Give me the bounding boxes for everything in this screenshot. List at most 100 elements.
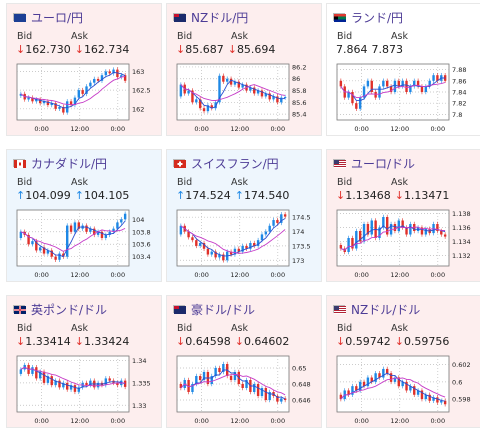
candle-body xyxy=(398,221,400,232)
rate-card[interactable]: NZドル/ドル Bid Ask ↓0.59742 ↓0.59756 0.602 0.6 0.5… xyxy=(326,295,480,428)
bid-ask-labels: Bid Ask xyxy=(177,177,285,188)
candle-body xyxy=(78,90,80,97)
rate-card[interactable]: ユーロ/ドル Bid Ask ↓1.13468 ↓1.13471 1.138 1.136 1.… xyxy=(326,149,480,282)
bid-label: Bid xyxy=(177,323,231,334)
y-tick-label: 174 xyxy=(292,228,304,236)
candle-body xyxy=(398,81,400,87)
candle-body xyxy=(203,108,205,111)
pair-title[interactable]: スイスフラン/円 xyxy=(173,155,279,171)
candle-body xyxy=(35,367,37,378)
candle-body xyxy=(105,71,107,75)
x-tick-label: 0:00 xyxy=(354,125,369,133)
bid-value: ↑104.099 xyxy=(16,189,71,202)
candle-body xyxy=(124,214,126,220)
candle-body xyxy=(191,237,193,240)
mini-candlestick-chart[interactable]: 0.602 0.6 0.598 0:00 12:00 0:00 xyxy=(335,354,475,426)
bid-ask-labels: Bid Ask xyxy=(177,31,285,42)
rate-card[interactable]: ランド/円 Bid Ask 7.864 7.873 7.88 7.86 7.84 7.82 7.8… xyxy=(326,3,480,136)
nz-flag-icon xyxy=(173,13,185,21)
chart-svg: 0.650.6480.6460:00 12:00 0:00 xyxy=(175,354,315,426)
candle-body xyxy=(394,224,396,231)
mini-candlestick-chart[interactable]: 0.65 0.648 0.646 0:00 12:00 0:00 xyxy=(175,354,315,426)
pair-title[interactable]: カナダドル/円 xyxy=(13,155,107,171)
candle-body xyxy=(39,247,41,250)
bid-ask-labels: Bid Ask xyxy=(337,323,445,334)
rate-card[interactable]: スイスフラン/円 Bid Ask ↑174.524 ↑174.540 174.5 174 17… xyxy=(166,149,322,282)
mini-candlestick-chart[interactable]: 7.88 7.86 7.84 7.82 7.8 0:00 12:00 0:00 xyxy=(335,62,475,134)
ask-value: ↓1.13471 xyxy=(395,189,450,202)
rate-card[interactable]: 豪ドル/ドル Bid Ask ↓0.64598 ↓0.64602 0.65 0.648 0.6… xyxy=(166,295,322,428)
candle-body xyxy=(378,86,380,97)
y-tick-label: 0.65 xyxy=(292,365,306,373)
ask-label: Ask xyxy=(71,323,125,334)
x-tick-label: 12:00 xyxy=(230,271,249,279)
rate-card[interactable]: NZドル/円 Bid Ask ↓85.687 ↓85.694 86.2 86 85.8 85.6… xyxy=(166,3,322,136)
y-tick-label: 104 xyxy=(132,216,144,224)
candle-body xyxy=(43,372,45,383)
pair-title[interactable]: ランド/円 xyxy=(333,9,403,25)
candle-body xyxy=(31,367,33,374)
y-tick-label: 1.335 xyxy=(132,379,151,387)
y-tick-label: 174.5 xyxy=(292,214,311,222)
y-tick-label: 85.4 xyxy=(292,111,306,119)
candle-body xyxy=(371,221,373,235)
mini-candlestick-chart[interactable]: 86.2 86 85.8 85.6 85.4 0:00 12:00 0:00 xyxy=(175,62,315,134)
bid-ask-values: ↓162.730 ↓162.734 xyxy=(16,43,133,56)
rate-card[interactable]: カナダドル/円 Bid Ask ↑104.099 ↑104.105 104 103.8 103… xyxy=(6,149,162,282)
candle-body xyxy=(97,79,99,81)
mini-candlestick-chart[interactable]: 163 162.5 162 0:00 12:00 0:00 xyxy=(15,62,155,134)
candle-body xyxy=(425,86,427,92)
candle-body xyxy=(405,81,407,92)
candle-body xyxy=(359,98,361,109)
y-tick-label: 162 xyxy=(132,105,144,113)
candle-body xyxy=(432,75,434,81)
pair-name: スイスフラン/円 xyxy=(191,155,279,172)
x-tick-label: 12:00 xyxy=(230,417,249,425)
pair-title[interactable]: 豪ドル/ドル xyxy=(173,301,255,317)
x-tick-label: 12:00 xyxy=(390,417,409,425)
bid-ask-values: ↓1.33414 ↓1.33424 xyxy=(16,335,133,348)
candle-body xyxy=(108,378,110,380)
y-tick-label: 85.6 xyxy=(292,99,306,107)
bid-ask-labels: Bid Ask xyxy=(337,31,445,42)
x-tick-label: 0:00 xyxy=(110,271,125,279)
y-tick-label: 1.138 xyxy=(452,210,471,218)
pair-title[interactable]: ユーロ/ドル xyxy=(333,155,415,171)
pair-title[interactable]: NZドル/ドル xyxy=(333,301,420,317)
pair-name: 豪ドル/ドル xyxy=(191,301,255,318)
y-tick-label: 0.648 xyxy=(292,381,311,389)
arrow-down-icon: ↓ xyxy=(16,43,25,56)
candle-body xyxy=(265,388,267,400)
bid-value: ↓0.59742 xyxy=(336,335,391,348)
bid-label: Bid xyxy=(337,31,391,42)
bid-label: Bid xyxy=(17,323,71,334)
rate-card[interactable]: ユーロ/円 Bid Ask ↓162.730 ↓162.734 163 162.5 162 0:… xyxy=(6,3,162,136)
bid-ask-labels: Bid Ask xyxy=(337,177,445,188)
candle-body xyxy=(241,384,243,388)
candle-body xyxy=(440,231,442,235)
x-tick-label: 0:00 xyxy=(354,417,369,425)
pair-name: NZドル/ドル xyxy=(351,301,420,318)
pair-title[interactable]: 英ポンド/ドル xyxy=(13,301,107,317)
candle-body xyxy=(58,254,60,260)
mini-candlestick-chart[interactable]: 1.138 1.136 1.134 1.132 0:00 12:00 0:00 xyxy=(335,208,475,280)
pair-title[interactable]: ユーロ/円 xyxy=(13,9,83,25)
candle-body xyxy=(195,99,197,102)
x-tick-label: 12:00 xyxy=(230,125,249,133)
arrow-down-icon: ↓ xyxy=(336,189,345,202)
candle-body xyxy=(195,240,197,246)
mini-candlestick-chart[interactable]: 174.5 174 173.5 173 0:00 12:00 0:00 xyxy=(175,208,315,280)
ask-value: ↑174.540 xyxy=(235,189,290,202)
candle-body xyxy=(199,376,201,380)
pair-title[interactable]: NZドル/円 xyxy=(173,9,248,25)
y-tick-label: 163 xyxy=(132,68,144,76)
arrow-down-icon: ↓ xyxy=(176,335,185,348)
candle-body xyxy=(226,79,228,82)
mini-candlestick-chart[interactable]: 1.34 1.335 1.33 0:00 12:00 0:00 xyxy=(15,354,155,426)
rate-card[interactable]: 英ポンド/ドル Bid Ask ↓1.33414 ↓1.33424 1.34 1.335 1.… xyxy=(6,295,162,428)
ch-flag-icon xyxy=(173,159,185,167)
mini-candlestick-chart[interactable]: 104 103.8 103.6 103.4 0:00 12:00 0:00 xyxy=(15,208,155,280)
y-tick-label: 0.646 xyxy=(292,397,311,405)
bid-value: ↓1.13468 xyxy=(336,189,391,202)
x-tick-label: 0:00 xyxy=(270,271,285,279)
